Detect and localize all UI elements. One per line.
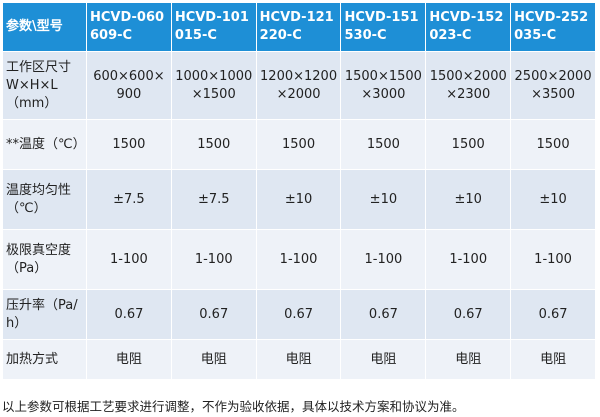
header-cell: HCVD-060609-C: [86, 2, 172, 52]
table-row: 加热方式 电阻 电阻 电阻 电阻 电阻 电阻: [2, 339, 596, 380]
table-cell: 1500×1500×3000: [340, 51, 427, 120]
table-cell: ±7.5: [86, 169, 172, 230]
header-cell: HCVD-152023-C: [425, 2, 512, 52]
table-cell: 0.67: [510, 289, 596, 340]
table-cell: 600×600×900: [86, 51, 172, 120]
header-cell: HCVD-151530-C: [340, 2, 427, 52]
table-cell: 电阻: [340, 339, 427, 380]
table-cell: 0.67: [425, 289, 512, 340]
table-cell: 1500×2000×2300: [425, 51, 512, 120]
table-row: 工作区尺寸W×H×L（mm） 600×600×900 1000×1000×1500 1…: [2, 51, 596, 120]
header-row: 参数\型号 HCVD-060609-C HCVD-101015-C HCVD-1212…: [2, 2, 596, 52]
table-cell: 电阻: [86, 339, 172, 380]
row-label: 压升率（Pa/h）: [2, 289, 87, 340]
table-cell: 1-100: [510, 229, 596, 290]
header-cell: HCVD-252035-C: [510, 2, 596, 52]
table-cell: 0.67: [255, 289, 342, 340]
table-cell: 0.67: [170, 289, 257, 340]
table-row: **温度（℃） 1500 1500 1500 1500 1500 1500: [2, 119, 596, 170]
table-row: 压升率（Pa/h） 0.67 0.67 0.67 0.67 0.67 0.67: [2, 289, 596, 340]
table-cell: 1500: [255, 119, 342, 170]
table-cell: 1-100: [170, 229, 257, 290]
table-cell: 电阻: [255, 339, 342, 380]
table-cell: 电阻: [170, 339, 257, 380]
row-label: 极限真空度（Pa）: [2, 229, 87, 290]
row-label: 工作区尺寸W×H×L（mm）: [2, 51, 87, 120]
row-label: 温度均匀性（℃）: [2, 169, 87, 230]
header-cell: HCVD-121220-C: [255, 2, 342, 52]
header-cell: 参数\型号: [2, 2, 87, 52]
table-cell: 1-100: [425, 229, 512, 290]
row-label: **温度（℃）: [2, 119, 87, 170]
table-cell: 电阻: [425, 339, 512, 380]
table-cell: 电阻: [510, 339, 596, 380]
table-cell: 1500: [86, 119, 172, 170]
table-cell: 1000×1000×1500: [170, 51, 257, 120]
table-cell: 1-100: [255, 229, 342, 290]
table-cell: 1500: [425, 119, 512, 170]
table-cell: 1-100: [86, 229, 172, 290]
table-cell: 1200×1200×2000: [255, 51, 342, 120]
spec-table: 参数\型号 HCVD-060609-C HCVD-101015-C HCVD-1212…: [2, 2, 596, 380]
table-cell: 0.67: [340, 289, 427, 340]
table-cell: ±10: [425, 169, 512, 230]
table-cell: ±10: [255, 169, 342, 230]
table-cell: 2500×2000×3500: [510, 51, 596, 120]
table-cell: 1500: [170, 119, 257, 170]
table-cell: 1500: [510, 119, 596, 170]
table-cell: ±10: [510, 169, 596, 230]
table-cell: ±7.5: [170, 169, 257, 230]
header-cell: HCVD-101015-C: [170, 2, 257, 52]
footnote: 以上参数可根据工艺要求进行调整，不作为验收依据，具体以技术方案和协议为准。: [2, 399, 465, 414]
table-row: 温度均匀性（℃） ±7.5 ±7.5 ±10 ±10 ±10 ±10: [2, 169, 596, 230]
spec-table-container: 参数\型号 HCVD-060609-C HCVD-101015-C HCVD-1212…: [2, 2, 596, 380]
table-cell: 1500: [340, 119, 427, 170]
table-cell: 1-100: [340, 229, 427, 290]
table-cell: ±10: [340, 169, 427, 230]
table-cell: 0.67: [86, 289, 172, 340]
table-row: 极限真空度（Pa） 1-100 1-100 1-100 1-100 1-100 1-100: [2, 229, 596, 290]
row-label: 加热方式: [2, 339, 87, 380]
